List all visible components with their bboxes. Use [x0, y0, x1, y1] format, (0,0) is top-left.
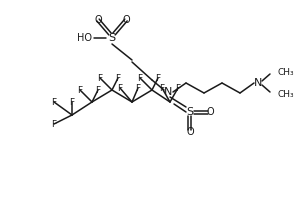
Text: F: F — [135, 84, 140, 92]
Text: F: F — [51, 120, 56, 129]
Text: F: F — [98, 73, 103, 83]
Text: HO: HO — [77, 33, 92, 43]
Text: O: O — [186, 127, 194, 137]
Text: N: N — [164, 87, 172, 97]
Text: F: F — [115, 73, 120, 83]
Text: F: F — [137, 73, 143, 83]
Text: F: F — [117, 84, 123, 92]
Text: N: N — [254, 78, 262, 88]
Text: F: F — [69, 97, 75, 107]
Text: F: F — [175, 84, 181, 92]
Text: S: S — [108, 33, 116, 43]
Text: F: F — [95, 86, 101, 94]
Text: O: O — [94, 15, 102, 25]
Text: F: F — [77, 86, 82, 94]
Text: CH₃: CH₃ — [278, 68, 295, 76]
Text: S: S — [186, 107, 194, 117]
Text: O: O — [122, 15, 130, 25]
Text: F: F — [51, 97, 56, 107]
Text: F: F — [159, 84, 165, 92]
Text: CH₃: CH₃ — [278, 89, 295, 98]
Text: O: O — [206, 107, 214, 117]
Text: F: F — [156, 73, 161, 83]
